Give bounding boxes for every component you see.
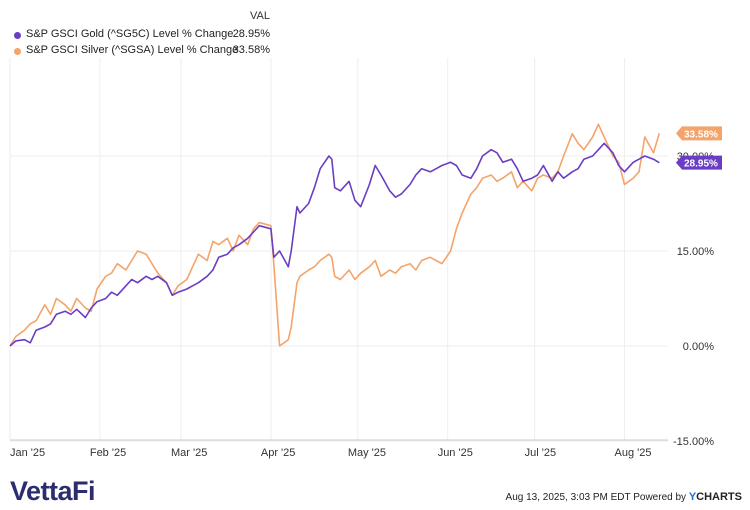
legend-value-header: VAL — [250, 10, 270, 22]
footer-credit: Aug 13, 2025, 3:03 PM EDT Powered by YCH… — [506, 491, 742, 503]
legend-label-gold: S&P GSCI Gold (^SG5C) Level % Change — [26, 28, 234, 40]
y-tick-label: -15.00% — [673, 436, 714, 448]
end-label-silver: 33.58% — [676, 126, 722, 141]
footer-timestamp: Aug 13, 2025, 3:03 PM EDT Powered by — [505, 492, 687, 503]
end-label-gold-text: 28.95% — [684, 159, 718, 170]
end-label-gold-bg — [676, 155, 722, 170]
x-tick-label: Jun '25 — [438, 447, 473, 459]
vettafi-logo: VettaFi — [10, 476, 96, 506]
x-tick-label: Jul '25 — [525, 447, 556, 459]
end-label-gold: 28.95% — [676, 155, 722, 170]
end-label-silver-text: 33.58% — [684, 129, 718, 140]
x-tick-label: Jan '25 — [10, 447, 45, 459]
x-tick-label: May '25 — [348, 447, 386, 459]
legend-label-silver: S&P GSCI Silver (^SGSA) Level % Change — [26, 44, 239, 56]
series-line-silver — [9, 123, 661, 347]
legend-dot-silver — [14, 48, 21, 55]
y-tick-label: 0.00% — [683, 341, 714, 353]
x-tick-label: Feb '25 — [90, 447, 126, 459]
end-label-silver-bg — [676, 126, 722, 141]
legend-value-gold: 28.95% — [232, 28, 270, 40]
x-tick-label: Mar '25 — [171, 447, 207, 459]
x-tick-label: Aug '25 — [615, 447, 652, 459]
y-tick-label: 15.00% — [677, 246, 715, 258]
ycharts-logo[interactable]: YCHARTS — [688, 491, 742, 503]
legend-dot-gold — [14, 32, 21, 39]
series-line-gold — [9, 142, 660, 347]
x-tick-label: Apr '25 — [261, 447, 296, 459]
legend-value-silver: 33.58% — [232, 44, 270, 56]
